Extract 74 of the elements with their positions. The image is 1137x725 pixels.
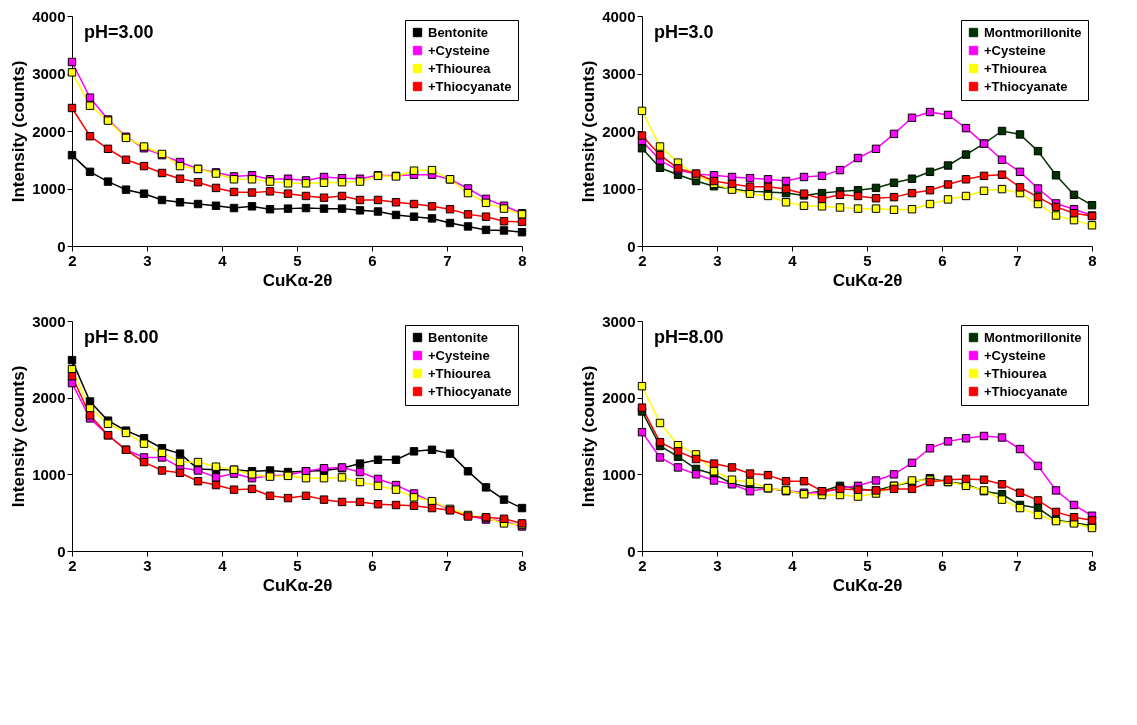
x-tick-label: 7 (1013, 556, 1022, 574)
x-tick-label: 8 (518, 251, 527, 269)
x-tick-label: 2 (638, 251, 647, 269)
y-tick-label: 0 (57, 542, 66, 560)
x-tick-label: 4 (218, 251, 228, 269)
y-tick-label: 4000 (32, 7, 66, 25)
annotation: pH=3.00 (84, 22, 154, 42)
x-tick-label: 5 (293, 251, 302, 269)
y-tick-label: 0 (627, 542, 636, 560)
x-tick-label: 6 (938, 556, 947, 574)
legend-label: +Thiocyanate (984, 78, 1068, 94)
x-axis-title: CuKα-2θ (832, 270, 903, 290)
legend-label: +Cysteine (984, 42, 1046, 58)
x-tick-label: 3 (143, 556, 152, 574)
y-tick-label: 3000 (602, 312, 636, 330)
y-axis-title: Intensity (counts) (9, 365, 29, 508)
y-tick-label: 0 (57, 237, 66, 255)
legend-label: +Cysteine (984, 347, 1046, 363)
legend-label: +Thiocyanate (984, 383, 1068, 399)
y-tick-label: 3000 (32, 65, 66, 82)
x-tick-label: 3 (713, 556, 722, 574)
x-tick-label: 8 (518, 556, 527, 574)
y-axis-title: Intensity (counts) (579, 365, 599, 508)
x-axis-title: CuKα-2θ (262, 270, 333, 290)
x-tick-label: 3 (143, 251, 152, 269)
x-tick-label: 4 (788, 251, 798, 269)
y-tick-label: 4000 (602, 7, 636, 25)
x-tick-label: 7 (443, 556, 452, 574)
x-tick-label: 2 (68, 251, 77, 269)
y-axis-title: Intensity (counts) (9, 60, 29, 203)
y-tick-label: 1000 (602, 180, 636, 197)
legend-label: Bentonite (428, 24, 488, 40)
x-axis-title: CuKα-2θ (832, 575, 903, 595)
x-tick-label: 5 (293, 556, 302, 574)
legend-label: Bentonite (428, 329, 488, 345)
x-tick-label: 8 (1088, 251, 1097, 269)
legend-label: +Thiourea (984, 365, 1048, 381)
y-tick-label: 2000 (602, 122, 636, 140)
y-tick-label: 3000 (32, 312, 66, 330)
x-tick-label: 4 (218, 556, 228, 574)
legend-label: +Thiocyanate (428, 383, 512, 399)
legend-label: +Cysteine (428, 42, 490, 58)
y-tick-label: 2000 (32, 389, 66, 407)
x-tick-label: 8 (1088, 556, 1097, 574)
annotation: pH=3.0 (654, 22, 714, 42)
x-tick-label: 7 (1013, 251, 1022, 269)
y-tick-label: 0 (627, 237, 636, 255)
x-tick-label: 5 (863, 251, 872, 269)
x-tick-label: 5 (863, 556, 872, 574)
annotation: pH= 8.00 (84, 327, 159, 347)
legend-label: +Thiourea (984, 60, 1048, 76)
y-tick-label: 1000 (602, 465, 636, 483)
x-tick-label: 4 (788, 556, 798, 574)
y-tick-label: 1000 (32, 465, 66, 483)
x-tick-label: 3 (713, 251, 722, 269)
legend-label: Montmorillonite (984, 329, 1082, 345)
legend-label: +Thiourea (428, 365, 492, 381)
legend-label: +Thiocyanate (428, 78, 512, 94)
y-tick-label: 2000 (602, 389, 636, 407)
y-axis-title: Intensity (counts) (579, 60, 599, 203)
x-tick-label: 2 (638, 556, 647, 574)
x-tick-label: 7 (443, 251, 452, 269)
y-tick-label: 3000 (602, 65, 636, 82)
x-tick-label: 6 (938, 251, 947, 269)
legend-label: Montmorillonite (984, 24, 1082, 40)
y-tick-label: 2000 (32, 122, 66, 140)
x-tick-label: 6 (368, 556, 377, 574)
x-tick-label: 2 (68, 556, 77, 574)
legend-label: +Thiourea (428, 60, 492, 76)
legend-label: +Cysteine (428, 347, 490, 363)
x-axis-title: CuKα-2θ (262, 575, 333, 595)
y-tick-label: 1000 (32, 180, 66, 197)
x-tick-label: 6 (368, 251, 377, 269)
annotation: pH=8.00 (654, 327, 724, 347)
